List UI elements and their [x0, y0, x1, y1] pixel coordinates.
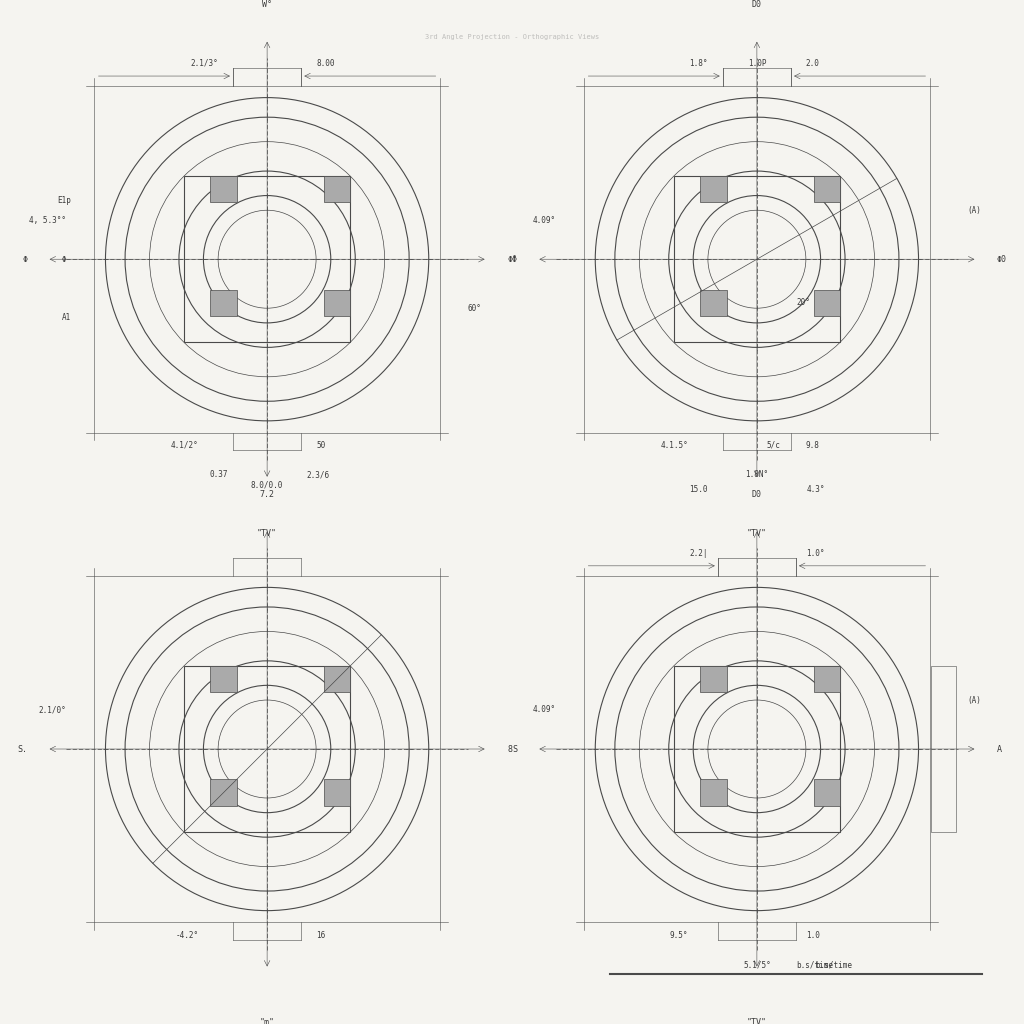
Bar [210, 779, 237, 806]
Bar [674, 666, 840, 833]
Text: 1.0: 1.0 [806, 931, 820, 940]
Text: 1.0°: 1.0° [806, 549, 824, 558]
Text: 2.2|: 2.2| [689, 549, 708, 558]
Text: D0: D0 [752, 0, 762, 9]
Text: b.s/time: b.s/time [816, 961, 853, 969]
Bar [700, 666, 726, 692]
Bar [700, 176, 726, 203]
Text: E1p: E1p [57, 196, 72, 205]
Text: (A): (A) [968, 206, 981, 215]
Text: Φ°: Φ° [507, 255, 517, 264]
Text: 4.09°: 4.09° [532, 706, 556, 715]
Text: "TV": "TV" [746, 528, 767, 538]
Text: 20°: 20° [796, 298, 810, 307]
Text: A1: A1 [61, 313, 72, 323]
Text: 8: 8 [507, 744, 512, 754]
Text: 9.8: 9.8 [806, 441, 820, 450]
Bar [324, 779, 350, 806]
Text: 8.0/0.0: 8.0/0.0 [251, 480, 284, 489]
Text: 16: 16 [316, 931, 326, 940]
Bar [210, 176, 237, 203]
Text: Φ: Φ [512, 255, 517, 264]
Text: 5/c: 5/c [767, 441, 780, 450]
Bar [931, 666, 955, 833]
Text: 3rd Angle Projection - Orthographic Views: 3rd Angle Projection - Orthographic View… [425, 34, 599, 40]
Text: "m": "m" [260, 1019, 274, 1024]
Text: 9.5°: 9.5° [670, 931, 688, 940]
Text: "TV": "TV" [746, 1019, 767, 1024]
Text: 5.1/5°: 5.1/5° [743, 961, 771, 969]
Text: D0: D0 [752, 490, 762, 500]
Text: 1.0P: 1.0P [748, 58, 766, 68]
Text: S.: S. [17, 744, 27, 754]
Text: (A): (A) [968, 695, 981, 705]
Bar [674, 176, 840, 342]
Text: S: S [512, 744, 517, 754]
Text: 4, 5.3°°: 4, 5.3°° [30, 215, 67, 224]
Text: 4.09°: 4.09° [532, 215, 556, 224]
Text: 8.00: 8.00 [316, 58, 335, 68]
Bar [324, 666, 350, 692]
Bar [700, 779, 726, 806]
Text: 60°: 60° [468, 304, 482, 312]
Bar [210, 290, 237, 316]
Text: -4.2°: -4.2° [175, 931, 199, 940]
Text: 4.3°: 4.3° [807, 485, 825, 494]
Text: Φ: Φ [61, 255, 67, 264]
Text: 7.2: 7.2 [260, 490, 274, 500]
Text: 2.0: 2.0 [806, 58, 820, 68]
Text: 2.1/3°: 2.1/3° [190, 58, 218, 68]
Text: 4.1/2°: 4.1/2° [171, 441, 199, 450]
Bar [184, 666, 350, 833]
Text: 0.37: 0.37 [210, 470, 228, 479]
Text: Φ: Φ [23, 255, 27, 264]
Text: Φ0: Φ0 [997, 255, 1007, 264]
Bar [324, 290, 350, 316]
Text: 2.1/0°: 2.1/0° [39, 706, 67, 715]
Text: b.s/time: b.s/time [796, 961, 834, 969]
Text: 15.0: 15.0 [689, 485, 708, 494]
Text: W°: W° [262, 0, 272, 9]
Bar [210, 666, 237, 692]
Bar [814, 779, 840, 806]
Text: "TV": "TV" [257, 528, 278, 538]
Text: A: A [997, 744, 1001, 754]
Text: 1.8°: 1.8° [689, 58, 708, 68]
Text: 2.3/6: 2.3/6 [306, 470, 330, 479]
Text: 1.8N°: 1.8N° [745, 470, 768, 479]
Bar [814, 290, 840, 316]
Text: 4.1.5°: 4.1.5° [660, 441, 688, 450]
Bar [184, 176, 350, 342]
Bar [814, 176, 840, 203]
Bar [814, 666, 840, 692]
Text: 50: 50 [316, 441, 326, 450]
Bar [324, 176, 350, 203]
Bar [700, 290, 726, 316]
